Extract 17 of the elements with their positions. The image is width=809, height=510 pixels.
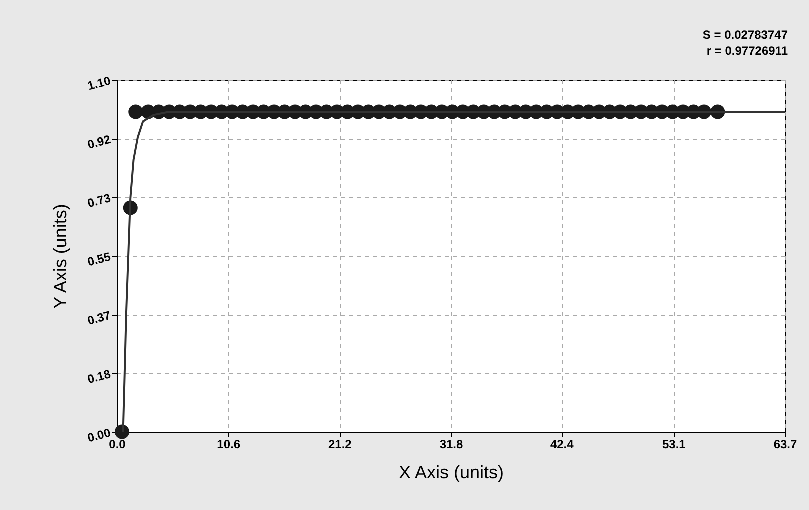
x-axis-title: X Axis (units) [398, 462, 504, 482]
x-tick-label: 53.1 [662, 438, 686, 452]
y-tick-label: 0.55 [86, 250, 113, 270]
y-tick-label: 0.92 [86, 132, 113, 152]
x-tick-label: 21.2 [328, 438, 352, 452]
text: S = 0.02783747 [702, 28, 788, 42]
x-tick-label: 10.6 [217, 438, 241, 452]
text: r = 0.97726911 [706, 44, 788, 58]
x-tick-label: 31.8 [440, 438, 464, 452]
x-tick-label: 0.0 [109, 438, 126, 452]
y-axis-title: Y Axis (units) [50, 204, 70, 309]
y-tick-label: 1.10 [86, 74, 113, 94]
y-tick-label: 0.73 [86, 191, 113, 211]
x-tick-label: 63.7 [774, 438, 798, 452]
y-tick-label: 0.18 [86, 367, 113, 387]
x-tick-label: 42.4 [550, 438, 574, 452]
y-tick-label: 0.37 [86, 308, 113, 328]
